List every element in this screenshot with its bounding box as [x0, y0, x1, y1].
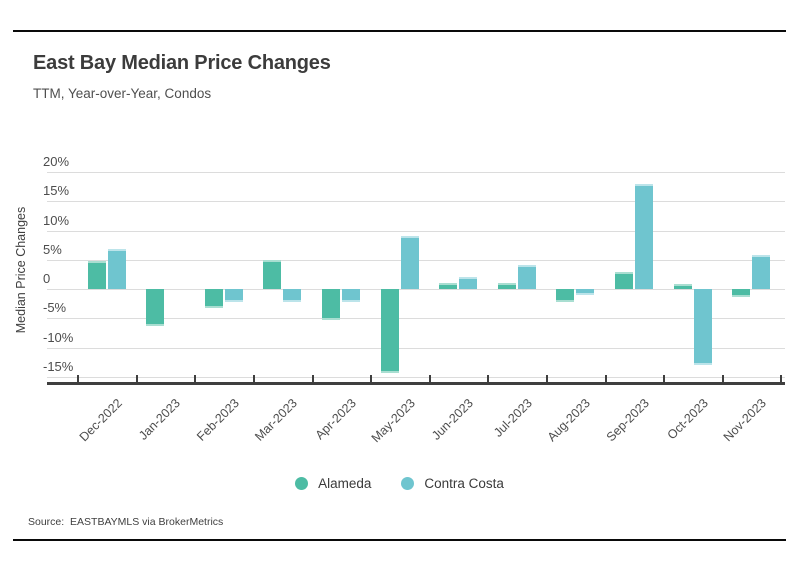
- top-divider-rule: [13, 30, 786, 32]
- bar-contra-costa-apr-2023: [341, 289, 360, 302]
- legend-label: Alameda: [318, 476, 372, 491]
- x-axis-tick: [311, 375, 314, 382]
- bar-contra-costa-jun-2023: [459, 277, 478, 290]
- y-tick-label: 20%: [43, 154, 70, 169]
- x-axis-tick: [604, 375, 607, 382]
- y-tick-label: 15%: [43, 183, 70, 199]
- bar-contra-costa-sep-2023: [634, 183, 653, 290]
- legend-label: Contra Costa: [424, 476, 504, 491]
- y-tick-label: 5%: [43, 241, 62, 257]
- bar-contra-costa-feb-2023: [224, 289, 243, 302]
- x-axis-tick: [428, 375, 431, 382]
- bar-alameda-oct-2023: [673, 283, 692, 290]
- x-axis-line: [47, 382, 785, 385]
- x-axis-tick: [663, 375, 666, 382]
- source-note: Source: EASTBAYMLS via BrokerMetrics: [28, 516, 224, 528]
- bar-alameda-feb-2023: [204, 289, 223, 309]
- bar-contra-costa-jul-2023: [517, 265, 536, 290]
- chart-title: East Bay Median Price Changes: [33, 52, 331, 74]
- gridline--10%: [47, 347, 785, 349]
- x-axis-tick: [370, 375, 373, 382]
- gridline--15%: [47, 377, 785, 378]
- x-axis-tick: [780, 375, 783, 382]
- y-tick-label: -5%: [43, 300, 67, 316]
- x-axis-tick: [721, 375, 724, 382]
- legend-dot-icon: [295, 477, 309, 490]
- bar-alameda-jun-2023: [439, 283, 458, 290]
- gridline-15%: [47, 201, 785, 203]
- bar-alameda-mar-2023: [263, 260, 282, 290]
- x-axis-tick: [546, 375, 548, 382]
- x-axis-tick: [77, 375, 80, 382]
- chart-legend: Alameda Contra Costa: [0, 476, 799, 491]
- legend-item-contra-costa: Contra Costa: [401, 476, 504, 491]
- x-axis-tick: [487, 375, 490, 382]
- y-tick-label: 0: [43, 271, 51, 287]
- y-tick-label: -15%: [43, 359, 74, 374]
- y-tick-label: 10%: [43, 212, 70, 228]
- legend-item-alameda: Alameda: [295, 476, 371, 491]
- bar-contra-costa-aug-2023: [576, 289, 595, 295]
- y-axis-title: Median Price Changes: [14, 206, 28, 334]
- gridline-0: [47, 289, 785, 291]
- bar-alameda-apr-2023: [321, 289, 340, 320]
- bar-alameda-jul-2023: [497, 283, 516, 290]
- x-axis-tick: [253, 375, 255, 382]
- y-tick-label: -10%: [43, 329, 74, 345]
- bar-contra-costa-nov-2023: [752, 254, 771, 290]
- bar-contra-costa-oct-2023: [693, 289, 712, 365]
- gridline-10%: [47, 230, 785, 232]
- bar-alameda-nov-2023: [732, 289, 751, 297]
- legend-dot-icon: [401, 477, 415, 490]
- bar-alameda-sep-2023: [614, 271, 633, 290]
- x-axis-tick: [194, 375, 197, 382]
- gridline--5%: [47, 318, 785, 320]
- gridline-20%: [47, 172, 785, 173]
- chart-subtitle: TTM, Year-over-Year, Condos: [33, 86, 212, 101]
- plot-area: 20% 15% 10% 5% 0 -5% -10% -15%: [43, 154, 785, 383]
- bar-alameda-may-2023: [380, 289, 399, 373]
- bar-alameda-jan-2023: [146, 289, 165, 326]
- bar-contra-costa-dec-2022: [107, 248, 126, 290]
- bar-alameda-aug-2023: [556, 289, 575, 302]
- bottom-divider-rule: [13, 539, 786, 541]
- bar-contra-costa-mar-2023: [283, 289, 302, 302]
- bar-alameda-dec-2022: [87, 261, 106, 290]
- x-axis-tick: [135, 375, 138, 382]
- bar-contra-costa-may-2023: [400, 235, 419, 290]
